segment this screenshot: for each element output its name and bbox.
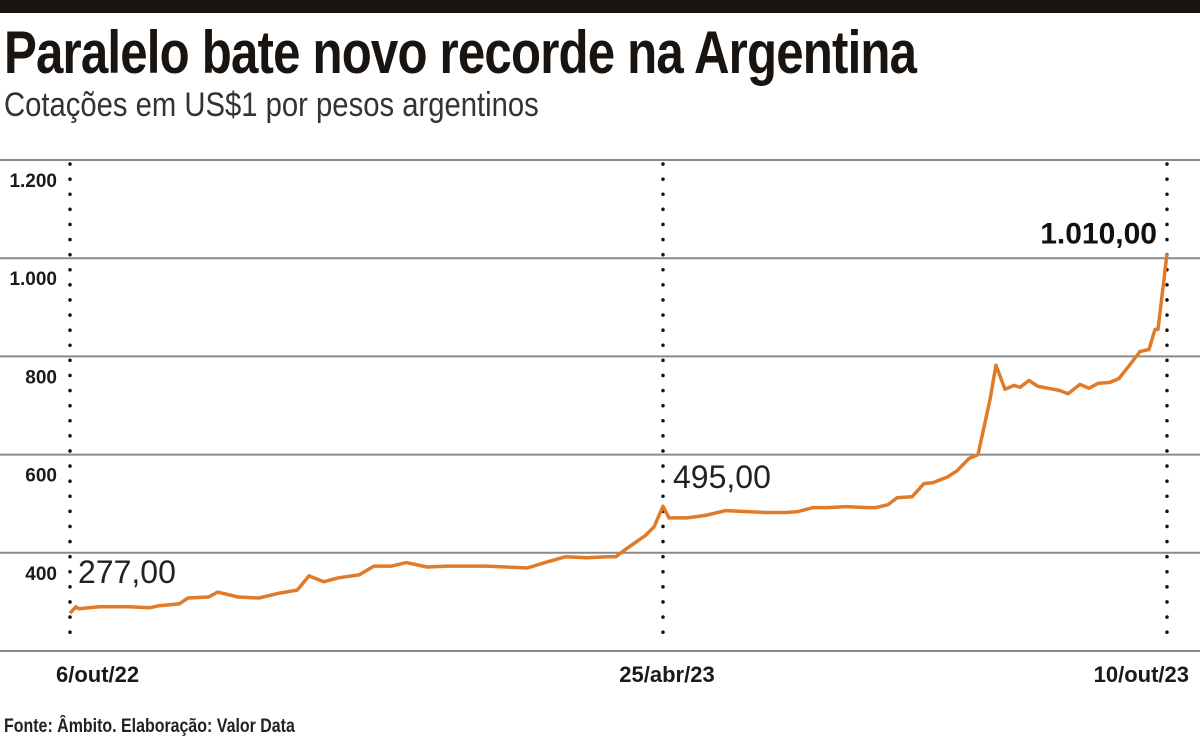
series-line xyxy=(68,253,1169,615)
chart-source: Fonte: Âmbito. Elaboração: Valor Data xyxy=(4,716,295,737)
y-tick-label: 800 xyxy=(25,367,57,388)
y-tick-label: 1.200 xyxy=(9,171,57,192)
data-label: 495,00 xyxy=(673,459,771,495)
y-tick-label: 600 xyxy=(25,466,57,487)
top-bar xyxy=(0,0,1200,13)
y-tick-label: 1.000 xyxy=(9,269,57,290)
y-tick-label: 400 xyxy=(25,564,57,585)
data-label: 1.010,00 xyxy=(1040,217,1157,250)
x-tick-label: 25/abr/23 xyxy=(619,662,714,687)
x-tick-label: 6/out/22 xyxy=(56,662,139,687)
data-label: 277,00 xyxy=(78,554,176,590)
chart-subtitle: Cotações em US$1 por pesos argentinos xyxy=(4,86,539,124)
x-tick-label: 10/out/23 xyxy=(1094,662,1189,687)
chart-title: Paralelo bate novo recorde na Argentina xyxy=(4,19,917,86)
